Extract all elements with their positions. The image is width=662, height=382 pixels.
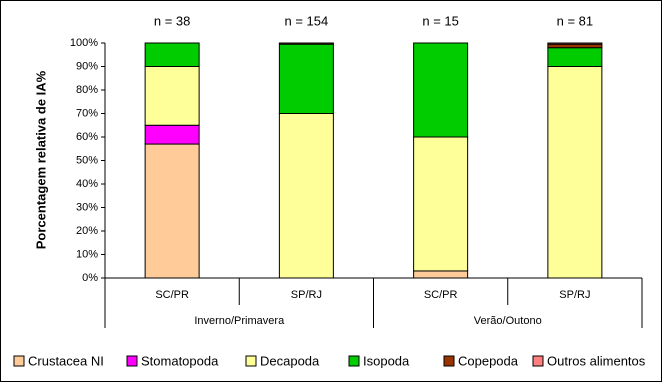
x-tick-label: SC/PR — [424, 289, 458, 301]
bar-segment — [144, 124, 200, 145]
y-tick-label: 30% — [76, 201, 98, 213]
legend-label: Stomatopoda — [141, 353, 219, 368]
y-tick-label: 0% — [82, 272, 98, 284]
bar-segment — [278, 113, 334, 279]
bar-segment — [144, 143, 200, 279]
x-tick-label: SP/RJ — [559, 289, 590, 301]
bar-segment — [547, 43, 603, 49]
y-tick-label: 100% — [70, 37, 98, 49]
bar-segment — [413, 42, 469, 138]
y-tick-label: 40% — [76, 178, 98, 190]
legend-swatch — [348, 355, 360, 367]
annotation: n = 154 — [285, 13, 329, 28]
bar-segment — [547, 42, 603, 45]
annotation: n = 81 — [557, 13, 594, 28]
y-tick-label: 20% — [76, 225, 98, 237]
legend-label: Copepoda — [458, 353, 519, 368]
legend-label: Decapoda — [260, 353, 320, 368]
bar-segment — [547, 47, 603, 67]
bar-segment — [278, 42, 334, 45]
bar-segment — [278, 43, 334, 114]
x-tick-label: SP/RJ — [291, 289, 322, 301]
bar-segment — [144, 42, 200, 67]
bar-segment — [144, 66, 200, 126]
annotation: n = 38 — [154, 13, 191, 28]
legend-swatch — [443, 355, 455, 367]
y-axis-title: Porcentagem relativa de IA% — [33, 70, 48, 249]
legend-swatch — [13, 355, 25, 367]
y-tick-label: 90% — [76, 60, 98, 72]
y-tick-label: 70% — [76, 107, 98, 119]
legend-label: Isopoda — [363, 353, 410, 368]
y-tick-label: 80% — [76, 84, 98, 96]
bar-segment — [413, 136, 469, 272]
x-tick-label: SC/PR — [155, 289, 189, 301]
y-tick-label: 60% — [76, 131, 98, 143]
legend-label: Crustacea NI — [28, 353, 104, 368]
legend-swatch — [532, 355, 544, 367]
y-tick-label: 10% — [76, 248, 98, 260]
bar-segment — [413, 270, 469, 279]
legend-swatch — [245, 355, 257, 367]
legend-swatch — [126, 355, 138, 367]
y-tick-label: 50% — [76, 154, 98, 166]
group-label: Verão/Outono — [474, 315, 542, 327]
bar-segment — [547, 66, 603, 279]
annotation: n = 15 — [422, 13, 459, 28]
group-label: Inverno/Primavera — [194, 315, 285, 327]
legend-label: Outros alimentos — [547, 353, 646, 368]
